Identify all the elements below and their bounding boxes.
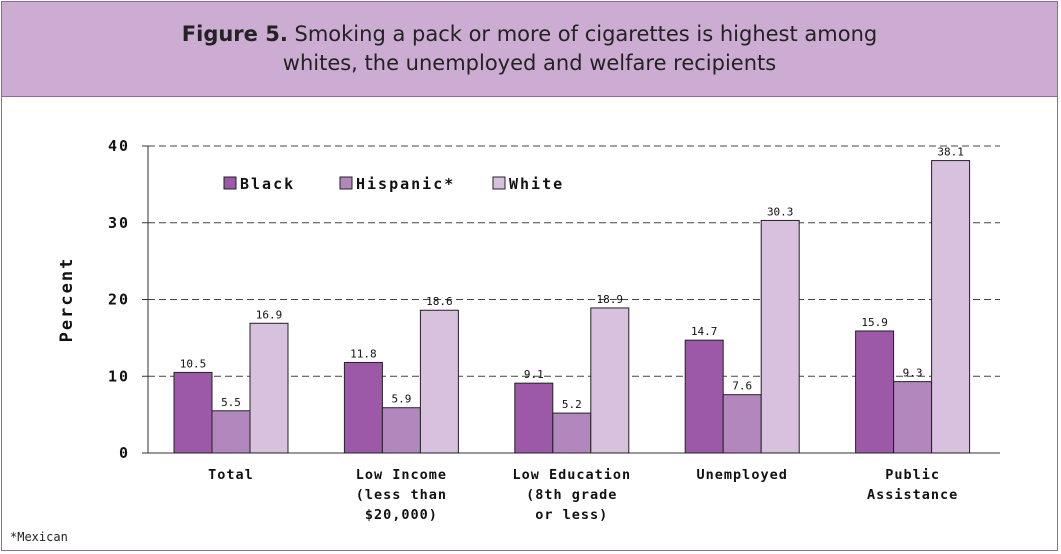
bar-black	[173, 371, 213, 454]
bar-hispanic	[552, 412, 592, 454]
legend-label: Hispanic*	[356, 175, 455, 193]
data-label: 30.3	[767, 205, 794, 218]
footnote: *Mexican	[10, 530, 68, 544]
data-label: 9.1	[524, 368, 544, 381]
bar-black	[855, 330, 895, 454]
data-label: 9.3	[903, 367, 923, 380]
data-label: 5.2	[562, 398, 582, 411]
y-tick-label: 20	[108, 291, 130, 309]
x-category-label: Total	[208, 467, 254, 483]
data-label: 18.9	[597, 293, 624, 306]
data-label: 18.6	[426, 295, 453, 308]
y-tick-label: 40	[108, 137, 130, 155]
x-category-label: Unemployed	[697, 467, 788, 483]
figure-title-line2: whites, the unemployed and welfare recip…	[282, 51, 777, 75]
figure-title-text: Smoking a pack or more of cigarettes is …	[294, 22, 878, 46]
bar-white	[931, 160, 971, 454]
data-label: 11.8	[350, 347, 377, 360]
y-tick-label: 0	[119, 444, 130, 462]
data-label: 16.9	[256, 308, 283, 321]
legend-swatch	[223, 176, 237, 190]
bar-hispanic	[722, 394, 762, 454]
bar-white	[590, 307, 630, 454]
legend-label: White	[509, 175, 564, 193]
y-tick-label: 30	[108, 214, 130, 232]
data-label: 7.6	[732, 380, 752, 393]
y-axis-label: Percent	[57, 257, 77, 343]
data-label: 5.5	[221, 396, 241, 409]
data-label: 15.9	[861, 316, 888, 329]
figure-label: Figure 5.	[181, 22, 288, 46]
figure-title-line1: Figure 5. Smoking a pack or more of ciga…	[182, 20, 877, 49]
data-label: 38.1	[937, 146, 964, 159]
legend-label: Black	[240, 175, 295, 193]
legend-swatch	[492, 176, 506, 190]
figure-header: Figure 5. Smoking a pack or more of ciga…	[2, 2, 1057, 97]
bar-white	[249, 322, 289, 454]
x-category-label: Assistance	[867, 487, 958, 503]
x-category-label: Low Education	[512, 467, 631, 483]
x-category-label: Low Income	[356, 467, 447, 483]
bar-black	[343, 361, 383, 454]
data-label: 14.7	[691, 325, 718, 338]
data-label: 5.9	[391, 393, 411, 406]
data-label: 10.5	[180, 357, 207, 370]
bar-black	[514, 382, 554, 454]
bar-black	[684, 339, 724, 454]
bar-hispanic	[211, 410, 251, 454]
x-category-label: Public	[885, 467, 940, 483]
legend-swatch	[339, 176, 353, 190]
bar-white	[419, 309, 459, 454]
y-tick-label: 10	[108, 367, 130, 385]
bar-hispanic	[893, 381, 933, 454]
x-category-label: $20,000)	[365, 507, 438, 523]
bar-white	[760, 219, 800, 454]
x-category-label: (less than	[356, 487, 447, 503]
x-category-label: (8th grade	[526, 487, 617, 503]
x-category-label: or less)	[535, 507, 608, 523]
bar-hispanic	[381, 407, 421, 454]
